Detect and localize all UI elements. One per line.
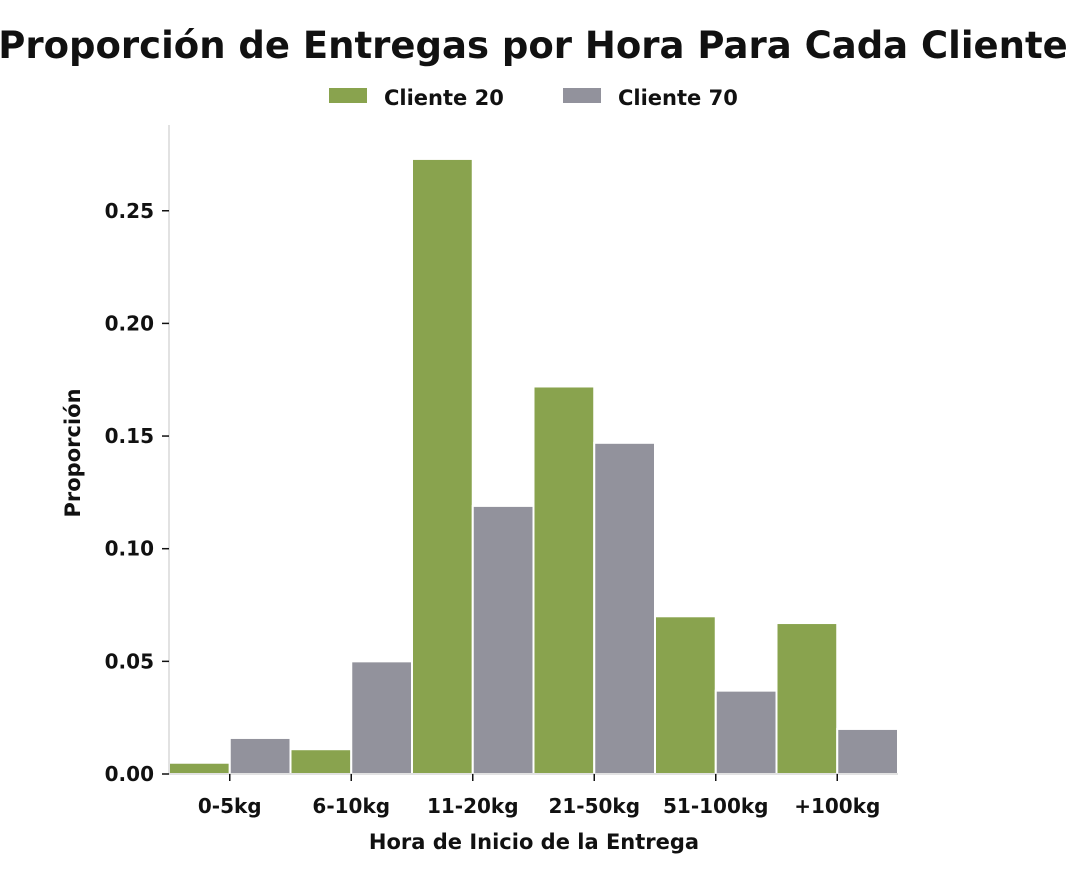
bar-1-+100kg xyxy=(775,622,839,776)
bar-2-+100kg xyxy=(836,727,899,776)
bar-1-11-20kg xyxy=(411,157,474,775)
bar-1-51-100kg xyxy=(654,615,717,775)
chart-title: Proporción de Entregas por Hora Para Cad… xyxy=(0,24,1066,67)
x-tick-label: 0-5kg xyxy=(198,794,262,818)
y-tick-label: 0.10 xyxy=(105,537,154,561)
x-axis-ticks: 0-5kg 6-10kg 11-20kg 21-50kg 51-100kg +100kg xyxy=(198,774,880,818)
legend-swatch-1 xyxy=(329,88,367,103)
legend: Cliente 20 Cliente 70 xyxy=(329,86,738,110)
y-axis-label: Proporción xyxy=(61,388,85,517)
x-tick-label: 51-100kg xyxy=(663,794,769,818)
bar-2-51-100kg xyxy=(714,689,778,775)
x-tick-label: +100kg xyxy=(794,794,880,818)
y-tick-label: 0.05 xyxy=(105,649,154,673)
bar-2-0-5kg xyxy=(228,736,292,776)
y-tick-label: 0.20 xyxy=(105,311,154,335)
y-axis-ticks: 0.00 0.05 0.10 0.15 0.20 0.25 xyxy=(105,199,169,786)
x-axis-label: Hora de Inicio de la Entrega xyxy=(369,830,699,854)
bar-2-21-50kg xyxy=(593,441,656,775)
legend-swatch-2 xyxy=(563,88,601,103)
bar-2-6-10kg xyxy=(350,660,413,775)
y-tick-label: 0.15 xyxy=(105,424,154,448)
y-tick-label: 0.25 xyxy=(105,199,154,223)
x-tick-label: 11-20kg xyxy=(427,794,519,818)
legend-label-1: Cliente 20 xyxy=(384,86,504,110)
bar-1-21-50kg xyxy=(532,385,596,775)
bar-1-0-5kg xyxy=(168,761,231,775)
bars xyxy=(168,157,899,776)
y-tick-label: 0.00 xyxy=(105,762,154,786)
legend-label-2: Cliente 70 xyxy=(618,86,738,110)
x-tick-label: 21-50kg xyxy=(548,794,640,818)
bar-1-6-10kg xyxy=(289,748,353,775)
x-tick-label: 6-10kg xyxy=(312,794,390,818)
bar-2-11-20kg xyxy=(471,504,535,775)
